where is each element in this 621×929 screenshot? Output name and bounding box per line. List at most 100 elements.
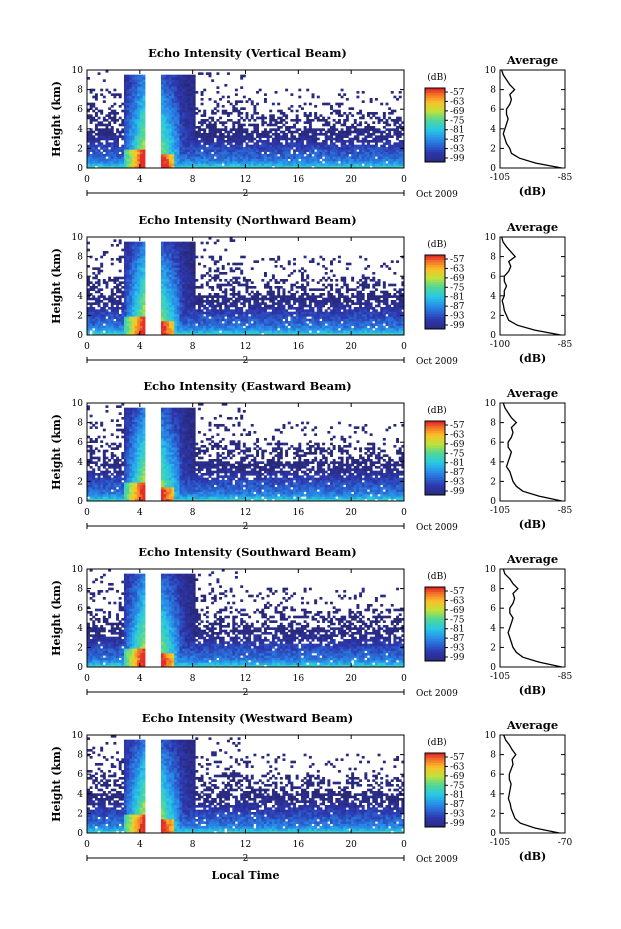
heatmap-cell <box>137 302 141 305</box>
heatmap-cell <box>240 74 244 78</box>
heatmap-cell <box>137 81 141 85</box>
heatmap-cell <box>205 307 209 310</box>
heatmap-cell <box>168 241 172 245</box>
heatmap-cell <box>131 283 135 287</box>
heatmap-cell <box>208 161 212 164</box>
heatmap-cell <box>316 314 320 317</box>
heatmap-cell <box>179 255 183 259</box>
heatmap-cell <box>221 121 225 124</box>
heatmap-cell <box>274 151 278 155</box>
heatmap-cell <box>142 142 146 145</box>
heatmap-cell <box>308 158 312 162</box>
heatmap-cell <box>203 135 207 138</box>
heatmap-cell <box>187 279 191 282</box>
heatmap-cell <box>131 288 135 291</box>
heatmap-cell <box>139 272 143 275</box>
heatmap-cell <box>330 133 333 136</box>
heatmap-cell <box>192 151 196 155</box>
heatmap-cell <box>274 142 278 145</box>
heatmap-cell <box>176 163 180 166</box>
heatmap-cell <box>184 123 188 127</box>
heatmap-cell <box>134 149 138 152</box>
heatmap-cell <box>160 163 164 166</box>
heatmap-cell <box>300 149 304 152</box>
heatmap-cell <box>285 142 289 145</box>
heatmap-cell <box>182 309 186 312</box>
heatmap-cell <box>261 165 265 169</box>
heatmap-cell <box>258 325 262 329</box>
heatmap-cell <box>261 297 265 301</box>
heatmap-cell <box>348 158 352 162</box>
heatmap-cell <box>234 321 238 324</box>
heatmap-cell <box>308 165 312 169</box>
heatmap-cell <box>89 142 93 145</box>
heatmap-cell <box>176 95 180 99</box>
heatmap-cell <box>192 276 196 280</box>
heatmap-cell <box>179 112 183 115</box>
heatmap-cell <box>261 135 265 138</box>
heatmap-cell <box>253 318 257 322</box>
heatmap-cell <box>229 144 233 148</box>
heatmap-cell <box>308 126 312 129</box>
heatmap-cell <box>327 151 331 155</box>
heatmap-cell <box>142 123 146 127</box>
heatmap-cell <box>179 74 183 78</box>
heatmap-cell <box>192 98 196 101</box>
heatmap-cell <box>237 262 241 266</box>
heatmap-cell <box>123 248 127 252</box>
heatmap-cell <box>166 102 170 106</box>
heatmap-cell <box>282 311 286 315</box>
heatmap-cell <box>324 332 328 336</box>
heatmap-cell <box>277 137 281 141</box>
heatmap-cell <box>377 140 381 143</box>
heatmap-cell <box>250 133 254 136</box>
heatmap-cell <box>359 112 363 115</box>
heatmap-cell <box>182 88 186 92</box>
heatmap-cell <box>190 144 193 148</box>
heatmap-cell <box>340 163 344 166</box>
heatmap-cell <box>131 77 135 80</box>
heatmap-cell <box>232 107 236 110</box>
heatmap-cell <box>174 121 178 124</box>
colorbar-segment <box>425 92 445 96</box>
heatmap-cell <box>335 121 339 124</box>
heatmap-cell <box>374 151 378 155</box>
heatmap-cell <box>137 241 141 245</box>
heatmap-cell <box>229 323 233 326</box>
heatmap-cell <box>118 323 122 326</box>
heatmap-cell <box>166 156 170 159</box>
heatmap-cell <box>129 283 133 287</box>
heatmap-cell <box>89 163 93 166</box>
heatmap-cell <box>234 121 238 124</box>
heatmap-cell <box>176 116 180 120</box>
heatmap-cell <box>126 260 130 263</box>
heatmap-cell <box>248 161 252 164</box>
heatmap-cell <box>285 297 289 301</box>
heatmap-cell <box>345 154 349 157</box>
heatmap-cell <box>380 154 384 157</box>
heatmap-cell <box>211 79 215 82</box>
heatmap-cell <box>290 297 294 301</box>
heatmap-cell <box>227 137 230 141</box>
heatmap-cell <box>179 137 183 141</box>
heatmap-cell <box>171 163 175 166</box>
heatmap-cell <box>116 149 119 152</box>
heatmap-cell <box>190 100 193 103</box>
heatmap-cell <box>142 253 146 256</box>
heatmap-cell <box>219 328 223 331</box>
heatmap-cell <box>113 281 117 284</box>
heatmap-cell <box>308 112 312 115</box>
heatmap-cell <box>324 119 328 122</box>
heatmap-cell <box>176 307 180 310</box>
heatmap-cell <box>139 116 143 120</box>
heatmap-cell <box>116 258 119 261</box>
heatmap-cell <box>390 128 394 131</box>
heatmap-cell <box>166 302 170 305</box>
heatmap-cell <box>131 265 135 268</box>
heatmap-cell <box>374 149 378 152</box>
heatmap-cell <box>311 142 315 145</box>
heatmap-cell <box>163 288 167 291</box>
heatmap-cell <box>163 321 167 324</box>
colorbar-segment <box>425 157 445 160</box>
heatmap-cell <box>197 328 201 331</box>
